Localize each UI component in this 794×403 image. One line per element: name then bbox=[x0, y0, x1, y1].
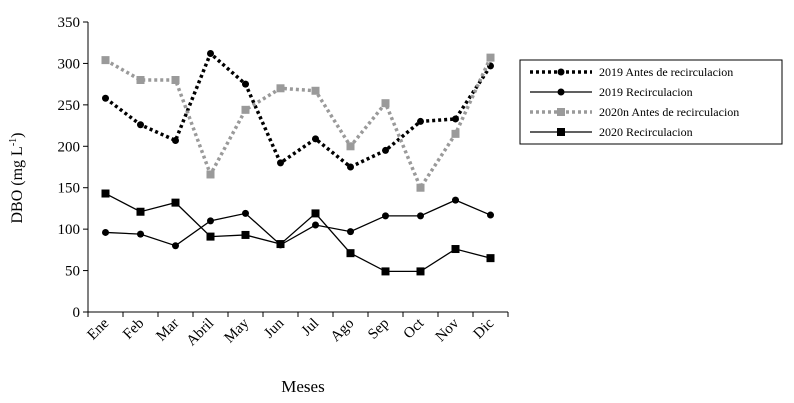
data-point bbox=[172, 136, 179, 144]
chart-series bbox=[101, 49, 495, 276]
data-point bbox=[417, 212, 424, 220]
data-point bbox=[417, 117, 424, 125]
data-point bbox=[487, 211, 494, 219]
y-axis-label-end: ) bbox=[9, 133, 26, 138]
data-point bbox=[452, 115, 459, 123]
x-tick-label: Jul bbox=[299, 316, 323, 340]
data-point bbox=[242, 80, 249, 88]
data-point bbox=[416, 183, 425, 192]
legend-label: 2020n Antes de recirculacion bbox=[599, 105, 739, 119]
x-tick-label: Sep bbox=[365, 316, 392, 343]
legend-item: 2019 Recirculacion bbox=[530, 85, 693, 99]
data-point bbox=[346, 142, 355, 151]
legend-item: 2019 Antes de recirculacion bbox=[530, 65, 733, 79]
data-point bbox=[347, 163, 354, 171]
data-point bbox=[451, 129, 460, 138]
legend-item: 2020n Antes de recirculacion bbox=[530, 105, 739, 119]
legend-label: 2019 Recirculacion bbox=[599, 85, 693, 99]
data-point bbox=[276, 240, 285, 249]
data-point bbox=[206, 170, 215, 179]
y-tick-label: 350 bbox=[58, 15, 81, 31]
data-point bbox=[137, 230, 144, 238]
y-tick-label: 150 bbox=[58, 181, 81, 197]
data-point bbox=[207, 49, 214, 57]
x-tick-label: Abril bbox=[184, 316, 218, 350]
series-4 bbox=[101, 189, 495, 276]
data-point bbox=[381, 99, 390, 108]
data-point bbox=[102, 94, 109, 102]
legend-label: 2020 Recirculacion bbox=[599, 125, 693, 139]
legend-item: 2020 Recirculacion bbox=[530, 125, 693, 139]
legend-marker bbox=[557, 88, 565, 96]
data-point bbox=[311, 86, 320, 95]
x-tick-label: Nov bbox=[433, 315, 463, 345]
data-point bbox=[206, 232, 215, 241]
data-point bbox=[381, 267, 390, 276]
series-line bbox=[104, 50, 492, 170]
data-point bbox=[382, 212, 389, 220]
data-point bbox=[277, 159, 284, 167]
x-tick-label: Dic bbox=[471, 315, 498, 342]
legend-marker bbox=[557, 68, 565, 76]
data-point bbox=[137, 121, 144, 129]
y-axis-label-superscript: -1 bbox=[8, 138, 19, 146]
series-2 bbox=[102, 196, 494, 250]
data-point bbox=[101, 189, 110, 198]
x-tick-label: Ene bbox=[85, 315, 113, 343]
data-point bbox=[486, 254, 495, 263]
data-point bbox=[207, 217, 214, 225]
x-tick-label: Oct bbox=[401, 315, 428, 342]
data-point bbox=[241, 230, 250, 239]
data-point bbox=[416, 267, 425, 276]
series-line bbox=[104, 56, 493, 192]
data-point bbox=[312, 221, 319, 229]
y-tick-label: 100 bbox=[58, 222, 81, 238]
legend-marker bbox=[557, 108, 565, 116]
data-point bbox=[382, 146, 389, 154]
legend-marker bbox=[557, 128, 565, 136]
series-line bbox=[105, 192, 491, 273]
legend-label: 2019 Antes de recirculacion bbox=[599, 65, 733, 79]
data-point bbox=[451, 245, 460, 254]
x-tick-label: Mar bbox=[153, 316, 182, 345]
data-point bbox=[102, 228, 109, 236]
y-tick-label: 0 bbox=[73, 305, 81, 321]
data-point bbox=[171, 198, 180, 207]
data-point bbox=[276, 84, 285, 93]
x-tick-label: Jun bbox=[261, 315, 287, 341]
chart-axes: 0 50 100 150 200 250 300 350 Ene Feb Mar Abril May Ju… bbox=[58, 15, 509, 349]
series-3 bbox=[101, 53, 495, 192]
chart-legend: 2019 Antes de recirculacion 2019 Recircul… bbox=[519, 59, 783, 145]
data-point bbox=[347, 228, 354, 236]
x-axis-label: Meses bbox=[281, 377, 324, 396]
x-tick-label: Feb bbox=[120, 316, 147, 343]
data-point bbox=[136, 76, 145, 84]
data-point bbox=[242, 209, 249, 217]
data-point bbox=[311, 209, 320, 218]
x-tick-label: Ago bbox=[328, 316, 358, 346]
data-point bbox=[172, 242, 179, 250]
series-1 bbox=[102, 49, 494, 171]
y-tick-label: 300 bbox=[58, 56, 81, 72]
y-tick-label: 250 bbox=[58, 98, 81, 114]
y-tick-label: 200 bbox=[58, 139, 81, 155]
data-point bbox=[346, 249, 355, 258]
y-axis-label-main: DBO (mg L bbox=[9, 146, 26, 223]
x-tick-label: May bbox=[222, 315, 253, 346]
data-point bbox=[101, 56, 110, 65]
series-line bbox=[105, 199, 491, 247]
data-point bbox=[452, 196, 459, 204]
y-tick-label: 50 bbox=[65, 264, 80, 280]
data-point bbox=[312, 135, 319, 143]
data-point bbox=[241, 105, 250, 114]
data-point bbox=[171, 76, 180, 84]
y-axis-label: DBO (mg L-1) bbox=[8, 133, 26, 224]
data-point bbox=[486, 53, 495, 62]
data-point bbox=[136, 207, 145, 216]
